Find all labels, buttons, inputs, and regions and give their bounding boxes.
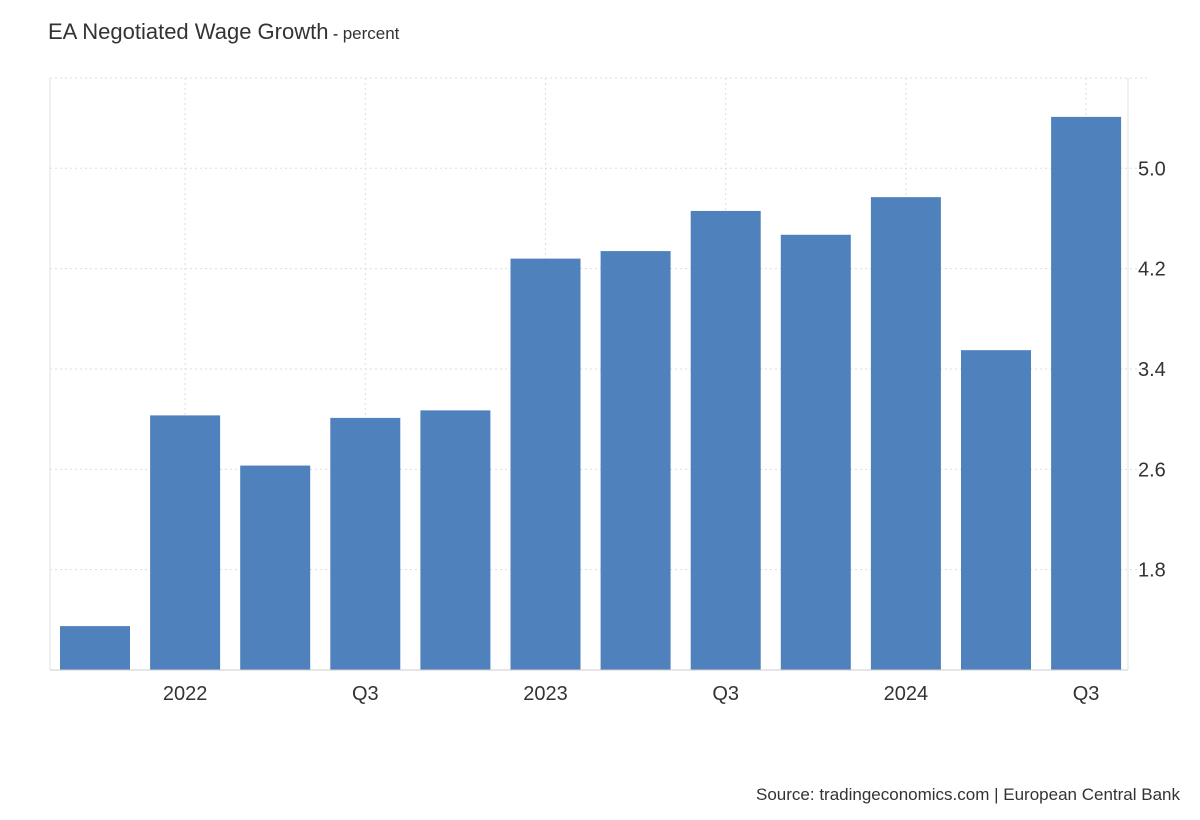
bar-2024-q3[interactable]	[1051, 116, 1122, 671]
bar-2022-q1[interactable]	[150, 415, 221, 670]
source-credit: Source: tradingeconomics.com | European …	[756, 785, 1180, 804]
x-tick-label: 2023	[523, 683, 568, 705]
chart-title-block: EA Negotiated Wage Growth - percent	[48, 19, 399, 45]
bar-2023-q4[interactable]	[780, 234, 851, 670]
x-tick-label: Q3	[1073, 683, 1100, 705]
y-tick-label: 2.6	[1138, 459, 1166, 481]
axes-layer	[49, 78, 1129, 671]
bar-2022-q2[interactable]	[240, 465, 311, 670]
chart-plot: 1.8 2.6 3.4 4.2 5.0 2022 Q3 2023 Q3 2024 Q3	[49, 77, 1166, 705]
x-tick-label: Q3	[352, 683, 379, 705]
chart-subtitle: percent	[342, 24, 400, 43]
y-tick-label: 5.0	[1138, 158, 1166, 180]
bar-2021-q4[interactable]	[60, 626, 130, 670]
bar-2023-q1[interactable]	[510, 258, 581, 670]
x-tick-label: 2022	[163, 683, 208, 705]
x-tick-label: 2024	[884, 683, 929, 705]
bars-layer	[60, 116, 1122, 671]
y-tick-label: 1.8	[1138, 560, 1166, 582]
bar-2023-q3[interactable]	[690, 210, 761, 670]
bar-2022-q4[interactable]	[420, 410, 491, 670]
labels-layer: 1.8 2.6 3.4 4.2 5.0 2022 Q3 2023 Q3 2024 Q3	[163, 158, 1166, 705]
bar-2023-q2[interactable]	[600, 251, 671, 670]
y-tick-label: 3.4	[1138, 359, 1166, 381]
subtitle-separator: -	[332, 26, 343, 43]
bar-2022-q3[interactable]	[330, 417, 401, 670]
y-tick-label: 4.2	[1138, 259, 1166, 281]
x-tick-label: Q3	[712, 683, 739, 705]
bar-2024-q2[interactable]	[961, 350, 1031, 670]
bar-2024-q1[interactable]	[870, 197, 941, 671]
chart-title: EA Negotiated Wage Growth	[48, 19, 329, 44]
